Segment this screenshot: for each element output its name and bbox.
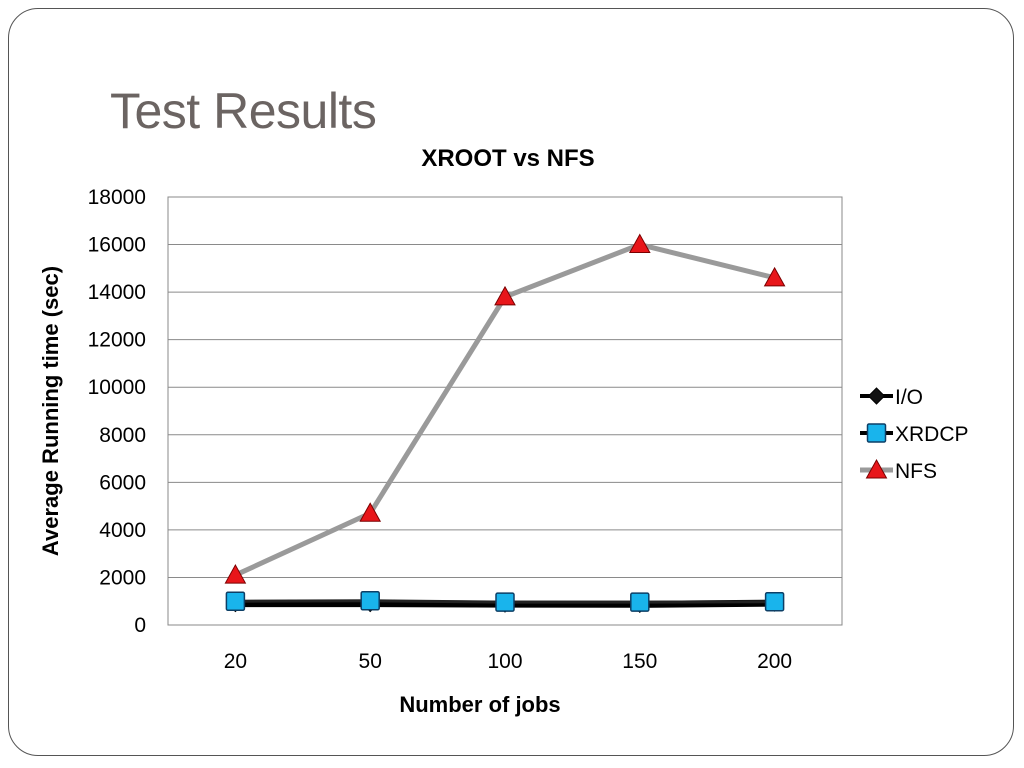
legend-item: I/O bbox=[860, 386, 923, 409]
marker-square bbox=[630, 592, 650, 612]
marker-triangle bbox=[494, 285, 516, 306]
chart-title: XROOT vs NFS bbox=[421, 145, 594, 172]
x-tick-label: 20 bbox=[224, 650, 247, 673]
marker-triangle bbox=[224, 564, 247, 584]
marker-square bbox=[764, 591, 785, 612]
plot-area bbox=[167, 196, 843, 626]
y-tick-label: 2000 bbox=[99, 566, 146, 589]
legend-label: XRDCP bbox=[895, 423, 969, 446]
y-tick-label: 16000 bbox=[88, 234, 146, 257]
legend-label: NFS bbox=[895, 460, 937, 483]
marker-triangle bbox=[359, 502, 382, 522]
x-tick-label: 50 bbox=[359, 650, 382, 673]
y-axis-ticks: 0 2000 4000 6000 8000 10000 12000 14000 16000 180… bbox=[88, 186, 146, 637]
y-tick-label: 12000 bbox=[88, 329, 146, 352]
series-nfs bbox=[224, 233, 786, 584]
x-axis-label: Number of jobs bbox=[399, 692, 560, 717]
marker-square bbox=[866, 423, 887, 443]
x-tick-label: 200 bbox=[757, 650, 792, 673]
marker-diamond bbox=[867, 387, 886, 405]
series-xrdcp bbox=[225, 590, 785, 612]
chart-gridlines bbox=[168, 196, 842, 578]
legend-item: XRDCP bbox=[860, 423, 969, 446]
y-tick-label: 14000 bbox=[88, 281, 146, 304]
x-tick-label: 150 bbox=[622, 650, 657, 673]
marker-square bbox=[225, 591, 246, 611]
y-tick-label: 10000 bbox=[88, 376, 146, 399]
marker-triangle bbox=[628, 233, 651, 254]
legend-label: I/O bbox=[895, 386, 923, 409]
y-tick-label: 18000 bbox=[88, 186, 146, 209]
marker-square bbox=[495, 592, 515, 612]
slide-frame bbox=[8, 8, 1014, 756]
marker-triangle bbox=[763, 266, 786, 287]
y-tick-label: 0 bbox=[134, 614, 146, 637]
x-axis-ticks: 20 50 100 150 200 bbox=[224, 650, 792, 673]
y-axis-label: Average Running time (sec) bbox=[38, 266, 63, 556]
marker-square bbox=[360, 590, 380, 611]
marker-triangle bbox=[865, 458, 888, 479]
x-tick-label: 100 bbox=[487, 650, 522, 673]
y-tick-label: 6000 bbox=[99, 471, 146, 494]
slide-title: Test Results bbox=[110, 83, 377, 139]
chart-legend: I/O XRDCP NFS bbox=[860, 386, 969, 483]
series-layer bbox=[224, 233, 786, 614]
legend-item: NFS bbox=[860, 458, 937, 483]
y-tick-label: 4000 bbox=[99, 519, 146, 542]
y-tick-label: 8000 bbox=[99, 424, 146, 447]
